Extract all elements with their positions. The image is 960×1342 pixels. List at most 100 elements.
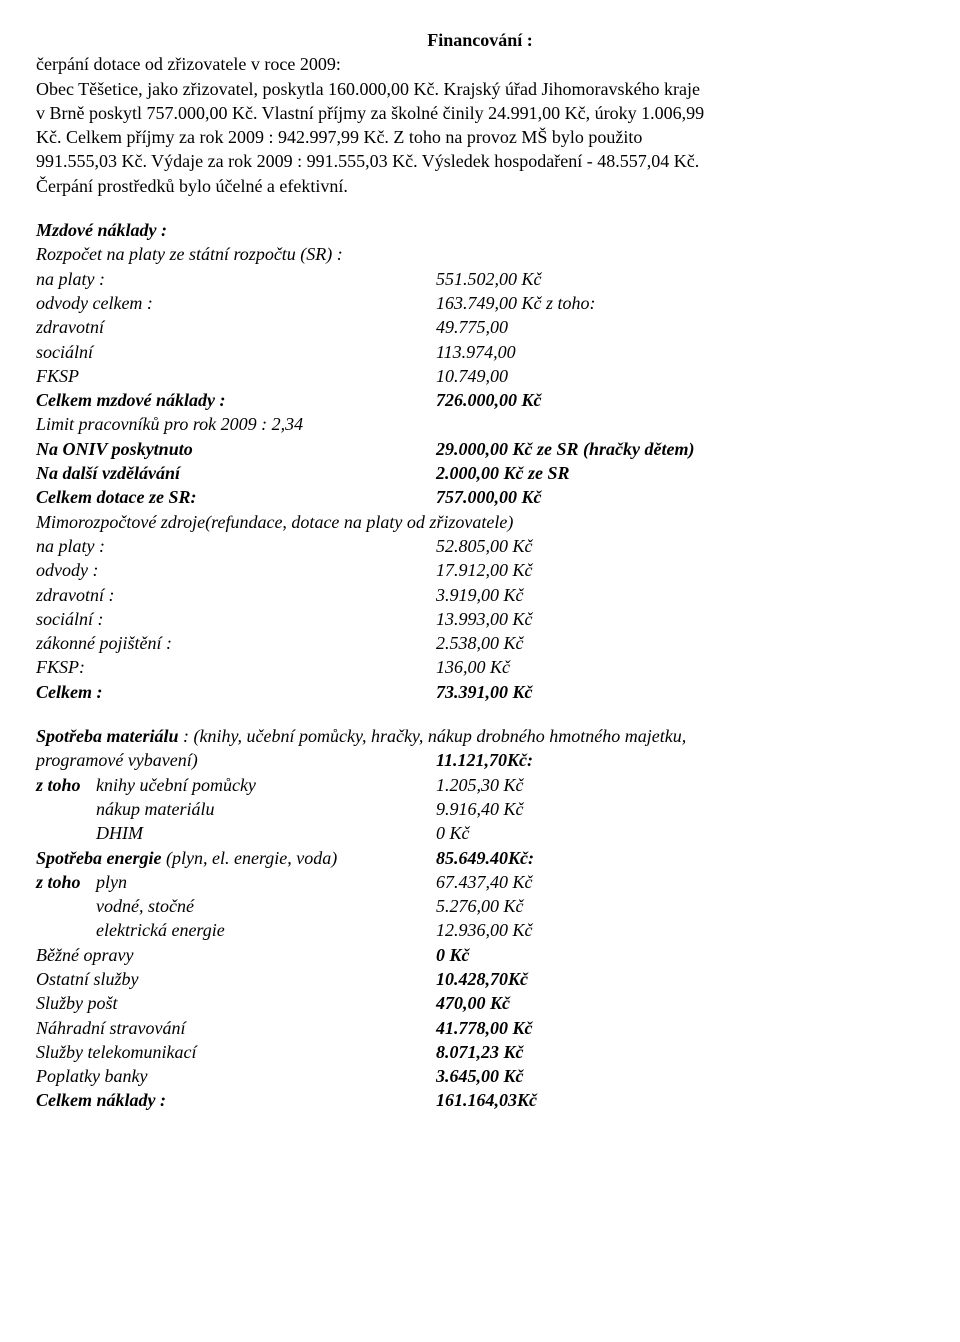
row-value: 163.749,00 Kč z toho: <box>436 291 924 315</box>
row-label: FKSP <box>36 364 436 388</box>
row-label: z tohoplyn <box>36 870 436 894</box>
data-row: Služby pošt470,00 Kč <box>36 991 924 1015</box>
row-value: 3.919,00 Kč <box>436 583 924 607</box>
row-label: Náhradní stravování <box>36 1016 436 1040</box>
data-row: na platy :551.502,00 Kč <box>36 267 924 291</box>
mzdove-heading: Mzdové náklady : <box>36 218 924 242</box>
mzdove-rows3: na platy :52.805,00 Kčodvody :17.912,00 … <box>36 534 924 704</box>
row-label: Ostatní služby <box>36 967 436 991</box>
row-value: 113.974,00 <box>436 340 924 364</box>
row-label: elektrická energie <box>36 918 436 942</box>
data-row: z tohoknihy učební pomůcky1.205,30 Kč <box>36 773 924 797</box>
row-label: Na další vzdělávání <box>36 461 436 485</box>
row-value: 757.000,00 Kč <box>436 485 924 509</box>
mzdove-subheading: Rozpočet na platy ze státní rozpočtu (SR… <box>36 242 924 266</box>
data-row: odvody :17.912,00 Kč <box>36 558 924 582</box>
row-value: 0 Kč <box>436 943 924 967</box>
intro-line2a: Obec Těšetice, jako zřizovatel, poskytla… <box>36 77 924 101</box>
row-label: Celkem : <box>36 680 436 704</box>
row-label: na platy : <box>36 534 436 558</box>
data-row: DHIM 0 Kč <box>36 821 924 845</box>
row-label-sub: vodné, stočné <box>96 896 194 916</box>
row-label-sub: DHIM <box>96 823 143 843</box>
row-value: 29.000,00 Kč ze SR (hračky dětem) <box>436 437 924 461</box>
row-label: odvody : <box>36 558 436 582</box>
row-label-main: Spotřeba energie <box>36 848 162 868</box>
data-row: Na ONIV poskytnuto29.000,00 Kč ze SR (hr… <box>36 437 924 461</box>
row-value: 11.121,70Kč: <box>436 748 924 772</box>
row-label-sub: elektrická energie <box>96 920 225 940</box>
row-value: 2.538,00 Kč <box>436 631 924 655</box>
data-row: FKSP:136,00 Kč <box>36 655 924 679</box>
row-value: 10.749,00 <box>436 364 924 388</box>
row-label: Celkem náklady : <box>36 1088 436 1112</box>
row-label: zdravotní <box>36 315 436 339</box>
row-value: 12.936,00 Kč <box>436 918 924 942</box>
data-row: zdravotní :3.919,00 Kč <box>36 583 924 607</box>
data-row: z tohoplyn67.437,40 Kč <box>36 870 924 894</box>
row-label: sociální <box>36 340 436 364</box>
row-value: 5.276,00 Kč <box>436 894 924 918</box>
spotreba-rows: programové vybavení)11.121,70Kč:z tohokn… <box>36 748 924 1112</box>
limit-line: Limit pracovníků pro rok 2009 : 2,34 <box>36 412 924 436</box>
data-row: zákonné pojištění :2.538,00 Kč <box>36 631 924 655</box>
mzdove-rows2: Na ONIV poskytnuto29.000,00 Kč ze SR (hr… <box>36 437 924 510</box>
data-row: Celkem dotace ze SR:757.000,00 Kč <box>36 485 924 509</box>
row-label: vodné, stočné <box>36 894 436 918</box>
row-value: 49.775,00 <box>436 315 924 339</box>
page-title: Financování : <box>36 28 924 52</box>
row-label: Služby telekomunikací <box>36 1040 436 1064</box>
data-row: Poplatky banky3.645,00 Kč <box>36 1064 924 1088</box>
data-row: Celkem :73.391,00 Kč <box>36 680 924 704</box>
row-label: programové vybavení) <box>36 748 436 772</box>
row-label: sociální : <box>36 607 436 631</box>
row-value: 17.912,00 Kč <box>436 558 924 582</box>
data-row: Služby telekomunikací8.071,23 Kč <box>36 1040 924 1064</box>
data-row: sociální113.974,00 <box>36 340 924 364</box>
spotreba-line1b: : (knihy, učební pomůcky, hračky, nákup … <box>179 726 687 746</box>
data-row: na platy :52.805,00 Kč <box>36 534 924 558</box>
row-value: 41.778,00 Kč <box>436 1016 924 1040</box>
row-label: na platy : <box>36 267 436 291</box>
row-label: Celkem dotace ze SR: <box>36 485 436 509</box>
row-value: 470,00 Kč <box>436 991 924 1015</box>
row-label-sub: plyn <box>96 872 127 892</box>
row-value: 136,00 Kč <box>436 655 924 679</box>
data-row: elektrická energie 12.936,00 Kč <box>36 918 924 942</box>
row-label: Celkem mzdové náklady : <box>36 388 436 412</box>
row-label: Spotřeba energie (plyn, el. energie, vod… <box>36 846 436 870</box>
data-row: programové vybavení)11.121,70Kč: <box>36 748 924 772</box>
row-value: 0 Kč <box>436 821 924 845</box>
row-label: zdravotní : <box>36 583 436 607</box>
data-row: nákup materiálu9.916,40 Kč <box>36 797 924 821</box>
row-value: 52.805,00 Kč <box>436 534 924 558</box>
row-value: 161.164,03Kč <box>436 1088 924 1112</box>
data-row: Spotřeba energie (plyn, el. energie, vod… <box>36 846 924 870</box>
data-row: sociální :13.993,00 Kč <box>36 607 924 631</box>
data-row: odvody celkem :163.749,00 Kč z toho: <box>36 291 924 315</box>
row-value: 8.071,23 Kč <box>436 1040 924 1064</box>
data-row: Na další vzdělávání2.000,00 Kč ze SR <box>36 461 924 485</box>
data-row: Běžné opravy0 Kč <box>36 943 924 967</box>
mimo-line: Mimorozpočtové zdroje(refundace, dotace … <box>36 510 924 534</box>
row-label-prefix: z toho <box>36 773 96 797</box>
row-value: 1.205,30 Kč <box>436 773 924 797</box>
spotreba-line1a: Spotřeba materiálu <box>36 726 179 746</box>
row-value: 85.649.40Kč: <box>436 846 924 870</box>
row-label: nákup materiálu <box>36 797 436 821</box>
row-value: 13.993,00 Kč <box>436 607 924 631</box>
row-label: zákonné pojištění : <box>36 631 436 655</box>
row-label: Na ONIV poskytnuto <box>36 437 436 461</box>
row-label: DHIM <box>36 821 436 845</box>
data-row: zdravotní49.775,00 <box>36 315 924 339</box>
data-row: Ostatní služby10.428,70Kč <box>36 967 924 991</box>
intro-line2e: Čerpání prostředků bylo účelné a efektiv… <box>36 174 924 198</box>
row-value: 9.916,40 Kč <box>436 797 924 821</box>
row-label: Služby pošt <box>36 991 436 1015</box>
row-label: Běžné opravy <box>36 943 436 967</box>
row-value: 2.000,00 Kč ze SR <box>436 461 924 485</box>
data-row: Celkem mzdové náklady :726.000,00 Kč <box>36 388 924 412</box>
data-row: Náhradní stravování41.778,00 Kč <box>36 1016 924 1040</box>
row-value: 726.000,00 Kč <box>436 388 924 412</box>
row-label: Poplatky banky <box>36 1064 436 1088</box>
